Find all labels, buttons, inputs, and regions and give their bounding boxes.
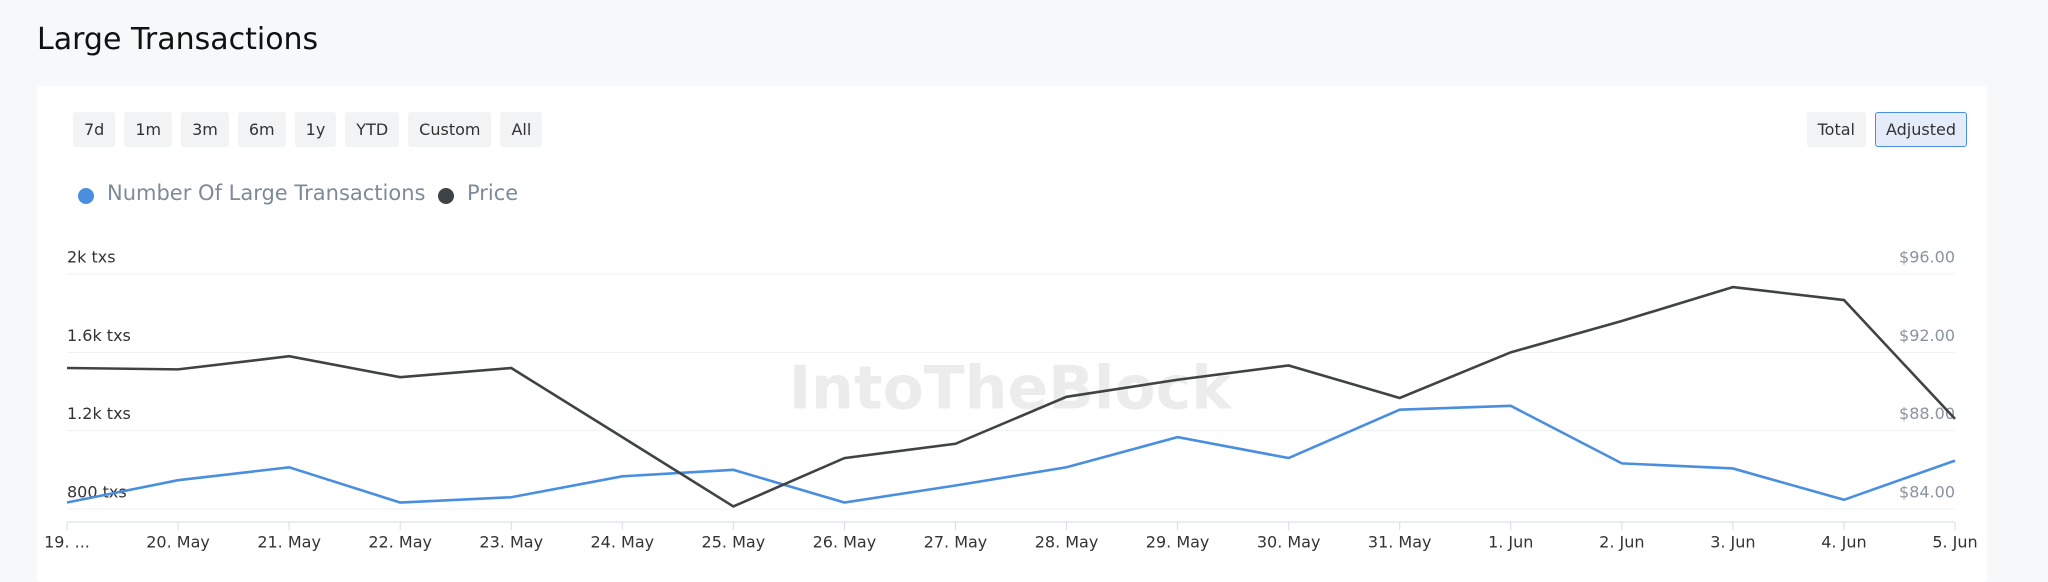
toggle-button[interactable]: Total xyxy=(1806,112,1866,147)
x-tick-label: 24. May xyxy=(590,533,654,552)
y2-tick-label: $96.00 xyxy=(1899,248,1955,267)
page-title: Large Transactions xyxy=(37,22,319,57)
x-tick-label: 19. ... xyxy=(44,533,90,552)
y-tick-label: 2k txs xyxy=(67,248,116,267)
x-tick-label: 1. Jun xyxy=(1488,533,1533,552)
x-tick-label: 25. May xyxy=(702,533,766,552)
x-tick-label: 31. May xyxy=(1368,533,1432,552)
legend-marker xyxy=(78,188,94,204)
watermark: IntoTheBlock xyxy=(789,354,1233,424)
y2-tick-label: $84.00 xyxy=(1899,483,1955,502)
series-line xyxy=(66,404,1956,504)
toggle-button[interactable]: 1m xyxy=(124,112,173,147)
x-tick-label: 3. Jun xyxy=(1710,533,1755,552)
x-tick-label: 20. May xyxy=(146,533,210,552)
legend-label[interactable]: Number Of Large Transactions xyxy=(107,181,425,205)
x-tick-label: 23. May xyxy=(479,533,543,552)
legend-marker xyxy=(438,188,454,204)
range-buttons: 7d 1m 3m 6m 1y YTD Custom All xyxy=(73,112,543,147)
x-tick-label: 30. May xyxy=(1257,533,1321,552)
toggle-button[interactable]: YTD xyxy=(345,112,400,147)
x-tick-label: 28. May xyxy=(1035,533,1099,552)
y-tick-label: 1.2k txs xyxy=(67,404,131,423)
toggle-button[interactable]: 1y xyxy=(294,112,337,147)
toggle-button[interactable]: 6m xyxy=(237,112,286,147)
x-tick-label: 2. Jun xyxy=(1599,533,1644,552)
y-tick-label: 800 txs xyxy=(67,483,127,502)
x-tick-label: 4. Jun xyxy=(1821,533,1866,552)
toggle-button[interactable]: 7d xyxy=(73,112,116,147)
x-tick-label: 26. May xyxy=(813,533,877,552)
toggle-button[interactable]: All xyxy=(500,112,543,147)
legend-label[interactable]: Price xyxy=(467,181,518,205)
x-tick-label: 27. May xyxy=(924,533,988,552)
y2-tick-label: $88.00 xyxy=(1899,404,1955,423)
series-line xyxy=(66,285,1956,508)
toggle-button[interactable]: Custom xyxy=(408,112,492,147)
x-tick-label: 29. May xyxy=(1146,533,1210,552)
x-tick-label: 5. Jun xyxy=(1932,533,1977,552)
toggle-button[interactable]: 3m xyxy=(181,112,229,147)
x-tick-label: 21. May xyxy=(257,533,321,552)
y-tick-label: 1.6k txs xyxy=(67,326,131,345)
chart-card: 7d 1m 3m 6m 1y YTD Custom All Total Adjusted xyxy=(37,86,1987,582)
y2-tick-label: $92.00 xyxy=(1899,326,1955,345)
mode-buttons: Total Adjusted xyxy=(1806,112,1967,147)
toggle-button[interactable]: Adjusted xyxy=(1874,112,1967,147)
x-tick-label: 22. May xyxy=(368,533,432,552)
